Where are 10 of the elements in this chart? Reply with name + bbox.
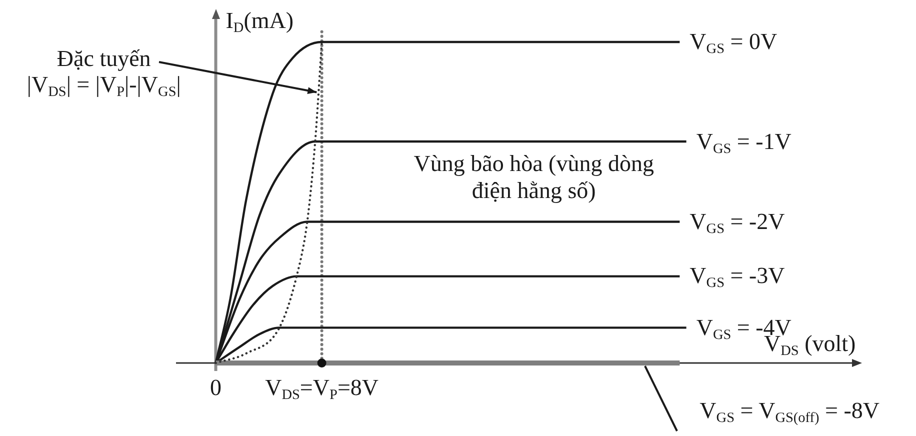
- x-tick-label: V$_{DS}$=V$_{P}$=8V: [265, 375, 379, 403]
- y-axis-title: I$_{D}$(mA): [226, 8, 294, 36]
- series-label: V$_{GS}$ = -2V: [690, 208, 785, 237]
- annotation: Vùng bão hòa (vùng dòng điện hằng số): [414, 151, 654, 203]
- x-tick-label: 0: [210, 375, 222, 402]
- series-label: V$_{GS}$ = -1V: [696, 128, 792, 156]
- series-label: V$_{GS}$ = 0V: [690, 28, 778, 57]
- text: Đặc tuyến |V$_{DS}$| = |V$_{P}$|-|V$_{GS}$|: [26, 46, 181, 100]
- series-label: V$_{GS}$ = V$_{GS(off)}$ = -8V: [700, 398, 880, 426]
- series-label: V$_{GS}$ = -3V: [690, 263, 785, 292]
